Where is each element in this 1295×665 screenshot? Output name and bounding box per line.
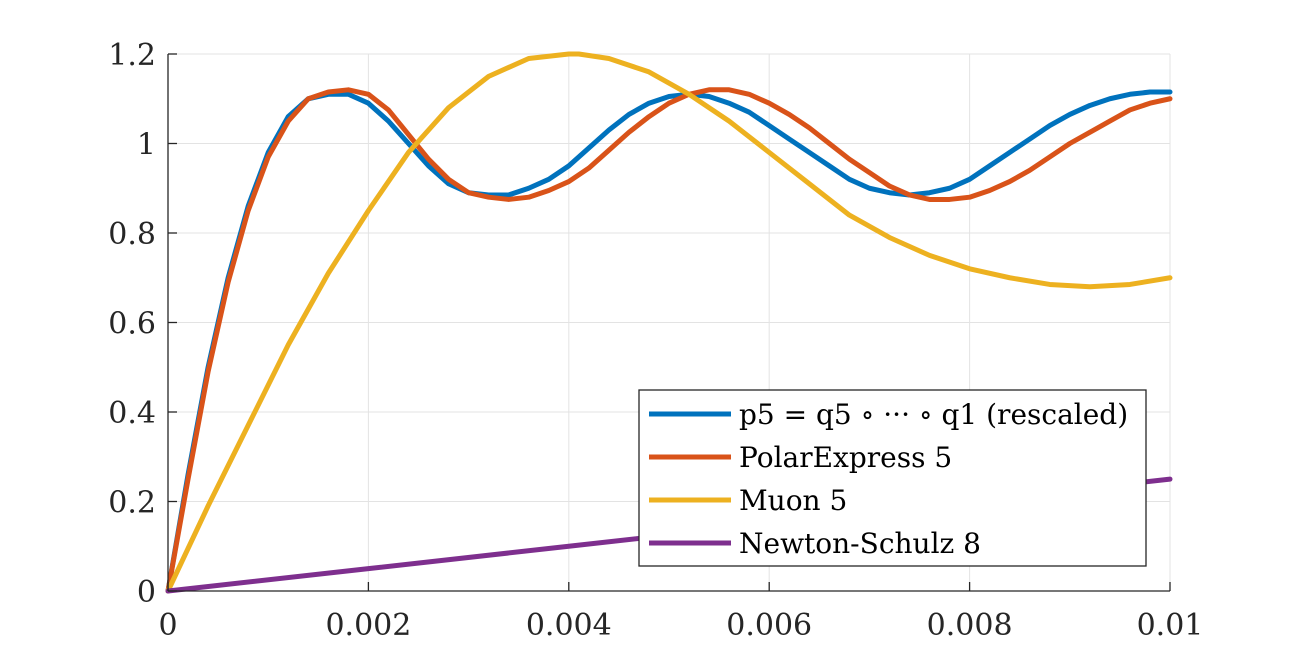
y-tick-label: 0.2 xyxy=(108,486,156,521)
x-tick-label: 0.008 xyxy=(927,608,1013,643)
legend-label: PolarExpress 5 xyxy=(739,441,952,474)
series-line-1 xyxy=(165,87,1173,594)
y-tick-label: 0.4 xyxy=(108,396,156,431)
y-tick-label: 0 xyxy=(137,575,156,610)
legend-label: Newton-Schulz 8 xyxy=(739,527,981,560)
legend-label: Muon 5 xyxy=(739,484,847,517)
x-tick-label: 0.01 xyxy=(1137,608,1204,643)
y-tick-label: 0.6 xyxy=(108,307,156,342)
x-tick-label: 0 xyxy=(158,608,177,643)
x-tick-label: 0.006 xyxy=(726,608,812,643)
x-tick-label: 0.004 xyxy=(526,608,612,643)
series-line-2 xyxy=(165,51,1173,594)
legend-label: p5 = q5 ∘ ··· ∘ q1 (rescaled) xyxy=(739,398,1128,431)
y-tick-label: 0.8 xyxy=(108,217,156,252)
y-tick-label: 1.2 xyxy=(108,38,156,73)
legend-box xyxy=(638,389,1147,567)
legend: p5 = q5 ∘ ··· ∘ q1 (rescaled) PolarExpres… xyxy=(638,389,1147,567)
axes: 0 0.002 0.004 0.006 0.008 0.01 0 0.2 0.4 0.6 0.8 1 1… xyxy=(108,38,1203,643)
series-line-0 xyxy=(165,89,1173,594)
y-tick-label: 1 xyxy=(137,128,156,163)
x-tick-label: 0.002 xyxy=(325,608,411,643)
